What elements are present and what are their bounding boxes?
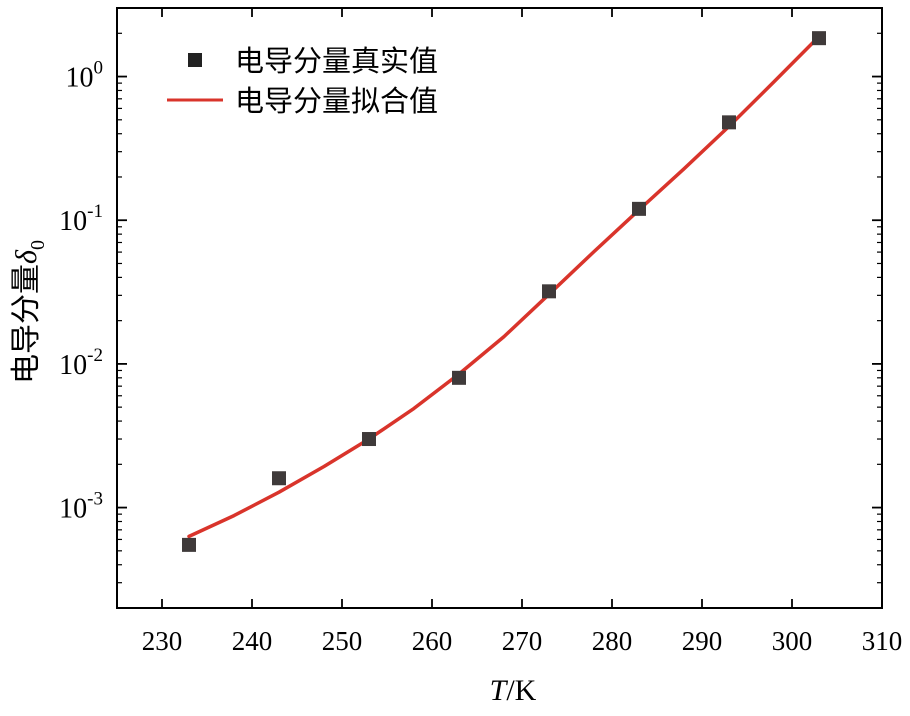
x-axis-label: T/K [490,674,537,707]
y-tick-label: 10-2 [59,345,103,381]
y-tick-label-base: 10 [59,206,87,237]
y-tick-label-base: 10 [59,350,87,381]
x-tick-label: 260 [412,626,453,656]
legend-entry-label: 电导分量拟合值 [235,84,438,118]
data-point [722,115,736,130]
data-point [362,432,376,447]
data-point [452,370,466,385]
y-tick-label-base: 10 [59,494,87,525]
data-point [812,31,826,46]
data-point [182,537,196,552]
y-tick-label-exponent: -2 [87,345,103,366]
y-tick-label: 10-1 [59,201,103,237]
y-axis-label-symbol: δ [10,249,43,264]
y-axis-label-subscript: 0 [27,240,49,250]
x-tick-label: 270 [502,626,543,656]
plot-frame [116,7,883,609]
data-point [272,471,286,486]
legend-entry-label: 电导分量真实值 [235,44,438,78]
y-axis-label: 电导分量δ0 [9,240,49,384]
y-tick-label-exponent: 0 [94,58,104,79]
y-tick-label: 10-3 [59,489,103,525]
fit-line [187,34,821,539]
y-axis-label-text: 电导分量 [9,264,44,384]
x-tick-label: 280 [592,626,633,656]
axes-layer [116,7,883,609]
legend-marker-square [188,53,202,67]
series-layer [182,31,826,552]
x-axis-label-symbol: T [490,674,509,707]
axis-labels: T/K 电导分量δ0 [9,240,537,707]
ticks-layer: 230 240 250 260 270 280 290 300 31010-310-210-11… [59,7,903,656]
x-tick-label: 250 [322,626,363,656]
data-point [632,201,646,216]
x-tick-label: 300 [772,626,813,656]
data-point [542,284,556,299]
x-tick-label: 310 [862,626,903,656]
y-tick-label-base: 10 [66,63,94,94]
y-tick-label-exponent: -3 [87,489,103,510]
x-tick-label: 230 [142,626,183,656]
x-tick-label: 240 [232,626,273,656]
x-tick-label: 290 [682,626,723,656]
y-tick-label: 100 [66,58,104,94]
x-axis-label-unit: /K [506,674,536,707]
y-tick-label-exponent: -1 [87,201,103,222]
